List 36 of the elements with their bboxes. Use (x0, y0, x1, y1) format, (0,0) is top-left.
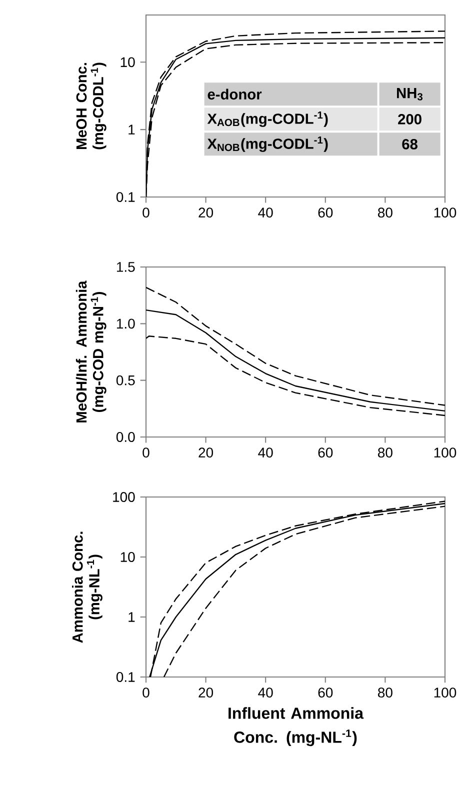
x-tick-label: 80 (378, 688, 392, 698)
y-tick-label: 1.0 (116, 318, 135, 329)
x-tick-label: 20 (198, 448, 214, 458)
annotation: NH$_{3}$ (397, 88, 423, 100)
x-tick-label: 100 (434, 208, 456, 218)
annotation: 200 (398, 114, 422, 124)
y-tick-label: 10 (120, 552, 135, 562)
annotation: X$_{AOB}$(mg-CODL$^{-1}$) (207, 111, 328, 127)
x-tick-label: 20 (198, 688, 214, 698)
x-tick-label: 100 (434, 688, 456, 698)
x-tick-label: 40 (258, 688, 273, 698)
annotation: X$_{NOB}$(mg-CODL$^{-1}$) (207, 136, 328, 152)
x-tick-label: 0 (142, 688, 150, 698)
x-tick-label: 60 (318, 208, 333, 218)
y-tick-label: 100 (113, 492, 135, 502)
annotation: e-donor (208, 88, 262, 100)
y-tick-label: 0.1 (116, 672, 135, 682)
y-tick-label: 1.5 (116, 262, 135, 272)
x-tick-label: 40 (258, 208, 273, 218)
x-tick-label: 80 (378, 208, 392, 218)
y-tick-label: 1 (128, 612, 135, 622)
y-tick-label: 0.0 (116, 432, 135, 442)
x-tick-label: 60 (318, 448, 333, 458)
x-tick-label: 60 (318, 688, 333, 698)
x-tick-label: 0 (142, 208, 150, 218)
x-tick-label: 20 (198, 208, 214, 218)
y-tick-label: 10 (120, 57, 135, 68)
x-tick-label: 100 (434, 448, 456, 458)
x-tick-label: 80 (378, 448, 392, 458)
y-tick-label: 0.1 (116, 192, 135, 202)
y-tick-label: 1 (128, 124, 135, 134)
x-tick-label: 40 (258, 448, 273, 458)
x-axis-title: Influent Ammonia Conc. (mg-NL$^{-1}$) (228, 707, 364, 746)
x-tick-label: 0 (142, 448, 150, 458)
y-tick-label: 0.5 (116, 375, 135, 386)
annotation: 68 (402, 139, 418, 150)
